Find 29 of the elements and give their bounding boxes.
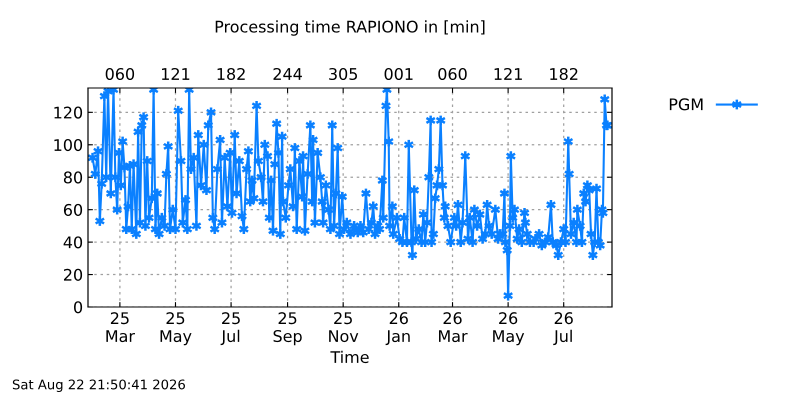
- x2-tick-label: 121: [494, 68, 522, 80]
- x-tick-label: 26 Mar: [439, 312, 468, 342]
- x-tick-label: 25 Nov: [329, 312, 358, 342]
- x2-tick-label: 305: [329, 68, 358, 80]
- x-tick-label: 25 Sep: [274, 312, 302, 346]
- x2-tick-label: 060: [106, 68, 134, 80]
- y-tick-label: 40: [64, 236, 82, 248]
- y-tick-label: 0: [74, 301, 82, 314]
- x-tick-label: 25 May: [160, 312, 192, 346]
- x2-tick-label: 001: [384, 68, 413, 80]
- x-axis-title: Time: [330, 350, 369, 364]
- x2-tick-label: 244: [274, 68, 302, 80]
- chart-title: Processing time RAPIONO in [min]: [216, 20, 484, 36]
- x2-tick-label: 121: [162, 68, 190, 80]
- x2-tick-label: 182: [550, 68, 578, 80]
- text: Sat Aug 22 21:50:41 2026: [12, 379, 185, 392]
- x-tick-label: 25 Mar: [106, 312, 135, 342]
- y-tick-label: 20: [64, 268, 82, 281]
- x-tick-label: 26 Jan: [386, 312, 410, 346]
- y-tick-label: 80: [64, 171, 82, 184]
- x-tick-label: 26 May: [493, 312, 524, 346]
- x2-tick-label: 182: [218, 68, 245, 80]
- y-tick-label: 60: [64, 204, 82, 216]
- legend-label: PGM: [670, 98, 703, 110]
- y-tick-label: 120: [54, 106, 82, 119]
- x-tick-label: 26 Jul: [553, 312, 573, 346]
- y-tick-label: 100: [54, 138, 82, 152]
- x2-tick-label: 060: [438, 68, 467, 80]
- x-tick-label: 25 Jul: [220, 312, 240, 346]
